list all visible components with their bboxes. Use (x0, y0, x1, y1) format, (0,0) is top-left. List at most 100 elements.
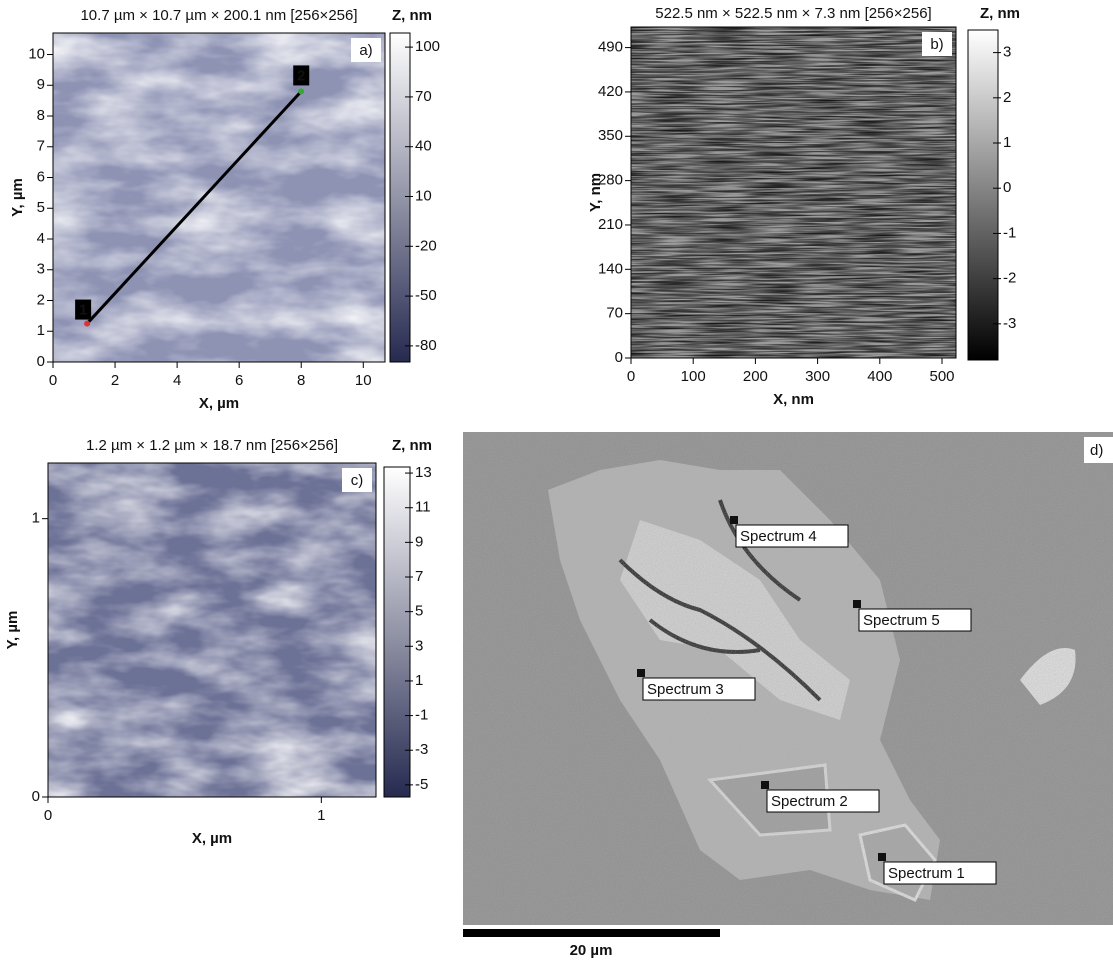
panel-label: d) (1090, 442, 1103, 459)
sem-texture (463, 432, 1113, 925)
y-tick-label: 490 (598, 39, 623, 56)
colorbar-tick-label: 9 (415, 533, 423, 550)
colorbar (384, 467, 410, 797)
colorbar-tick-label: 2 (1003, 89, 1011, 106)
scale-bar (463, 929, 720, 937)
sem-panel: d) Spectrum 4 Spectrum 5 Spectrum 3 Spectru… (463, 432, 1113, 959)
colorbar-tick-label: -20 (415, 237, 437, 254)
x-tick-label: 6 (235, 372, 243, 389)
spectrum-label: Spectrum 5 (863, 612, 940, 629)
colorbar-tick-label: 40 (415, 138, 432, 155)
colorbar-tick-label: 7 (415, 568, 423, 585)
afm-panel: 10.7 µm × 10.7 µm × 200.1 nm [256×256] a)… (9, 7, 440, 412)
x-tick-label: 100 (681, 368, 706, 385)
y-tick-label: 3 (37, 261, 45, 278)
colorbar-tick-label: 10 (415, 187, 432, 204)
y-tick-label: 210 (598, 216, 623, 233)
y-tick-label: 4 (37, 230, 45, 247)
panel-label: a) (359, 42, 372, 59)
colorbar-tick-label: -1 (1003, 224, 1016, 241)
y-tick-label: 10 (28, 45, 45, 62)
y-tick-label: 5 (37, 199, 45, 216)
y-axis-label: Y, µm (4, 611, 21, 650)
spectrum-label: Spectrum 4 (740, 528, 817, 545)
colorbar-label: Z, nm (392, 7, 432, 24)
colorbar-tick-label: -3 (1003, 315, 1016, 332)
x-axis-label: X, µm (199, 395, 239, 412)
y-tick-label: 7 (37, 138, 45, 155)
x-tick-label: 1 (317, 807, 325, 824)
colorbar-tick-label: -2 (1003, 270, 1016, 287)
x-tick-label: 10 (355, 372, 372, 389)
scale-bar-label: 20 µm (570, 942, 613, 959)
colorbar-tick-label: -5 (415, 776, 428, 793)
colorbar-label: Z, nm (980, 5, 1020, 22)
y-tick-label: 420 (598, 83, 623, 100)
spectrum-label: Spectrum 3 (647, 681, 724, 698)
colorbar-tick-label: -50 (415, 287, 437, 304)
x-axis-label: X, nm (773, 391, 814, 408)
afm-texture (631, 27, 956, 358)
image-title: 10.7 µm × 10.7 µm × 200.1 nm [256×256] (80, 7, 357, 24)
colorbar-tick-label: 13 (415, 464, 432, 481)
y-tick-label: 1 (37, 322, 45, 339)
x-tick-label: 2 (111, 372, 119, 389)
y-axis-label: Y, nm (587, 173, 604, 212)
image-title: 1.2 µm × 1.2 µm × 18.7 nm [256×256] (86, 437, 338, 454)
y-tick-label: 140 (598, 260, 623, 277)
colorbar-tick-label: 0 (1003, 179, 1011, 196)
profile-point (84, 321, 90, 327)
panel-label: c) (351, 472, 364, 489)
x-tick-label: 200 (743, 368, 768, 385)
spectrum-marker (761, 781, 769, 789)
y-tick-label: 0 (37, 353, 45, 370)
colorbar-tick-label: 3 (415, 637, 423, 654)
x-tick-label: 400 (867, 368, 892, 385)
x-tick-label: 300 (805, 368, 830, 385)
figure: 10.7 µm × 10.7 µm × 200.1 nm [256×256] a)… (0, 0, 1113, 965)
x-tick-label: 8 (297, 372, 305, 389)
spectrum-marker (853, 600, 861, 608)
profile-label: 2 (297, 67, 305, 84)
spectrum-label: Spectrum 2 (771, 793, 848, 810)
spectrum-marker (637, 669, 645, 677)
colorbar-tick-label: 3 (1003, 44, 1011, 61)
spectrum-marker (878, 853, 886, 861)
x-tick-label: 0 (44, 807, 52, 824)
y-tick-label: 0 (615, 349, 623, 366)
y-tick-label: 70 (606, 305, 623, 322)
afm-texture (48, 463, 376, 797)
spectrum-label: Spectrum 1 (888, 865, 965, 882)
y-tick-label: 1 (32, 510, 40, 527)
spectrum-marker (730, 516, 738, 524)
y-tick-label: 2 (37, 291, 45, 308)
colorbar-tick-label: 11 (415, 499, 431, 516)
afm-panel: 522.5 nm × 522.5 nm × 7.3 nm [256×256] b)… (587, 5, 1020, 408)
colorbar-tick-label: -80 (415, 337, 437, 354)
x-tick-label: 0 (627, 368, 635, 385)
colorbar-tick-label: 70 (415, 88, 432, 105)
colorbar-tick-label: 1 (1003, 134, 1011, 151)
colorbar-tick-label: 5 (415, 603, 423, 620)
colorbar-tick-label: -3 (415, 741, 428, 758)
panel-label: b) (930, 36, 943, 53)
colorbar-tick-label: 1 (415, 672, 423, 689)
afm-texture (53, 33, 385, 362)
y-tick-label: 0 (32, 788, 40, 805)
colorbar-tick-label: 100 (415, 38, 440, 55)
x-axis-label: X, µm (192, 830, 232, 847)
y-tick-label: 9 (37, 76, 45, 93)
y-tick-label: 8 (37, 107, 45, 124)
profile-point (298, 88, 304, 94)
y-tick-label: 6 (37, 168, 45, 185)
colorbar (968, 30, 998, 360)
x-tick-label: 4 (173, 372, 181, 389)
image-title: 522.5 nm × 522.5 nm × 7.3 nm [256×256] (655, 5, 931, 22)
profile-label: 1 (79, 302, 87, 319)
colorbar-label: Z, nm (392, 437, 432, 454)
y-tick-label: 350 (598, 127, 623, 144)
colorbar-tick-label: -1 (415, 707, 428, 724)
x-tick-label: 0 (49, 372, 57, 389)
colorbar (390, 33, 410, 362)
x-tick-label: 500 (929, 368, 954, 385)
